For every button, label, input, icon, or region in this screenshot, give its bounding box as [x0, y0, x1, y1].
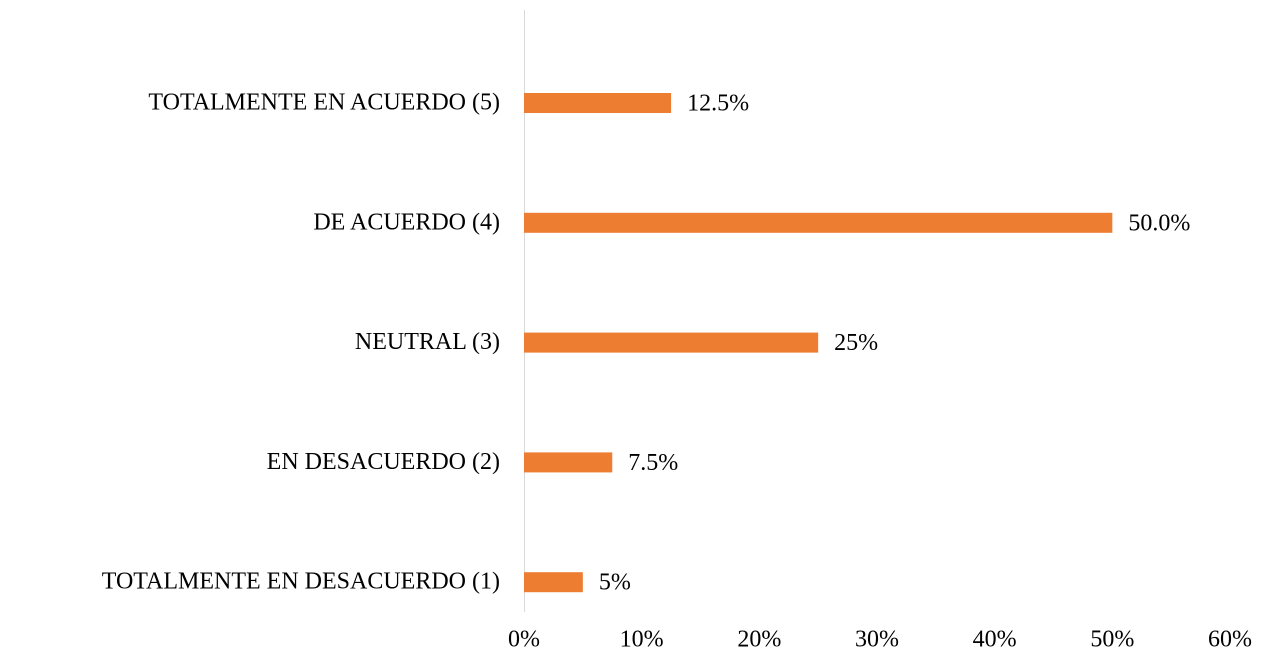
x-tick-label: 10% — [620, 627, 664, 653]
bar — [524, 452, 613, 473]
value-label: 7.5% — [628, 450, 678, 476]
y-tick-label: NEUTRAL (3) — [355, 329, 500, 355]
y-tick-label: TOTALMENTE EN DESACUERDO (1) — [102, 569, 500, 595]
bar — [524, 93, 672, 113]
value-label: 5% — [599, 570, 631, 596]
x-tick-label: 40% — [973, 627, 1017, 653]
bar — [524, 572, 583, 593]
y-tick-label: TOTALMENTE EN ACUERDO (5) — [148, 90, 500, 116]
bar — [524, 332, 819, 353]
value-label: 25% — [834, 330, 878, 356]
y-tick-label: EN DESACUERDO (2) — [267, 449, 500, 475]
x-tick-label: 60% — [1208, 627, 1252, 653]
x-tick-label: 0% — [508, 627, 540, 653]
x-tick-label: 30% — [855, 627, 899, 653]
y-tick-label: DE ACUERDO (4) — [313, 209, 500, 235]
x-tick-label: 20% — [737, 627, 781, 653]
value-label: 12.5% — [687, 91, 749, 117]
value-label: 50.0% — [1128, 210, 1190, 236]
bar — [524, 212, 1113, 233]
x-tick-label: 50% — [1090, 627, 1134, 653]
